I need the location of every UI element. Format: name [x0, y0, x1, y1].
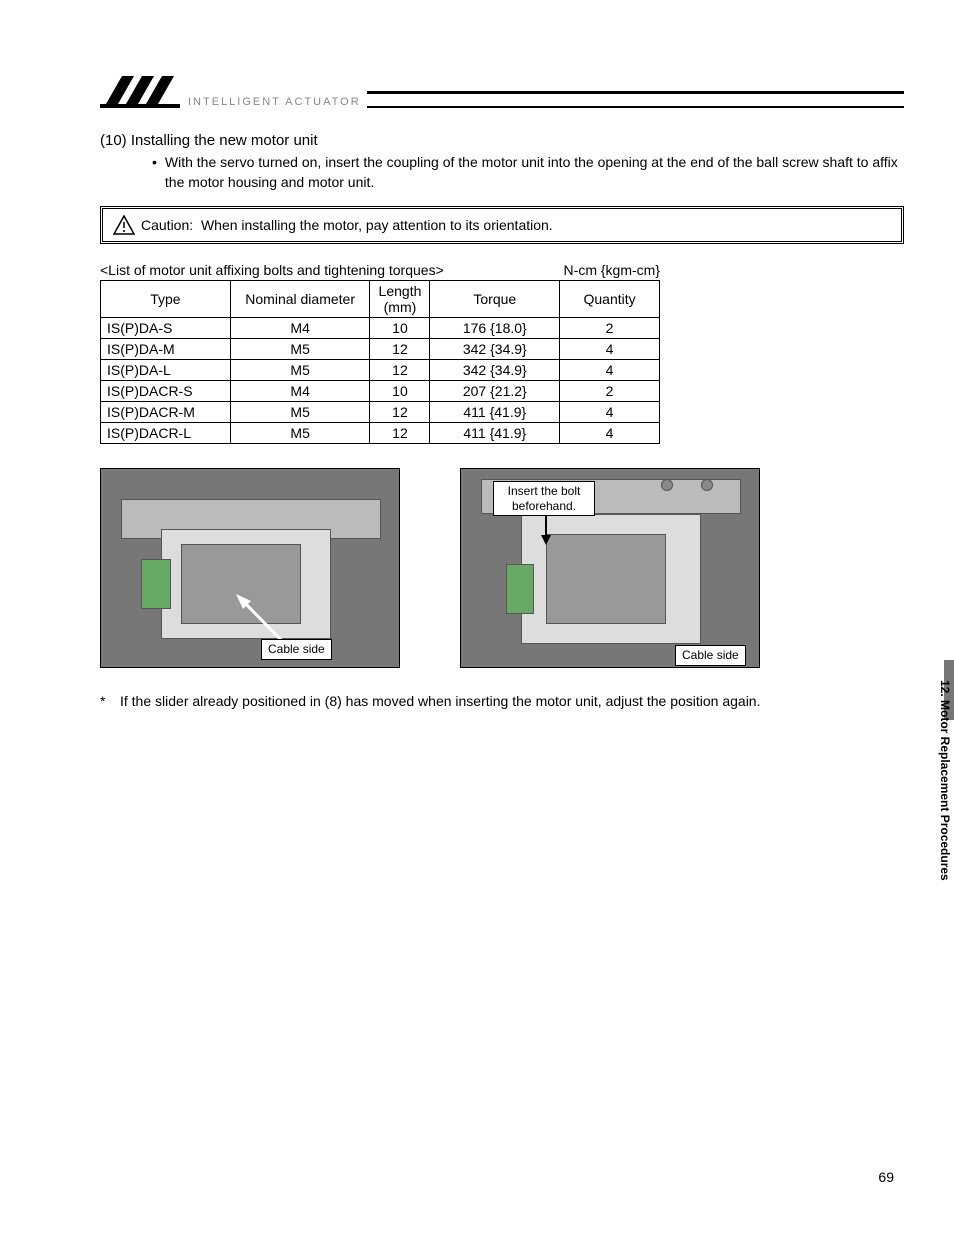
cell-type: IS(P)DA-M — [101, 339, 231, 360]
table-row: IS(P)DACR-MM512411 {41.9}4 — [101, 402, 660, 423]
table-header-row: Type Nominal diameter Length (mm) Torque… — [101, 281, 660, 318]
side-tab: 12. Motor Replacement Procedures — [928, 660, 954, 950]
callout-cable-side-left: Cable side — [261, 639, 332, 659]
table-caption: <List of motor unit affixing bolts and t… — [100, 262, 444, 278]
caution-label: Caution: — [141, 217, 193, 233]
cell-quantity: 4 — [560, 360, 660, 381]
cell-length: 12 — [370, 402, 430, 423]
caution-box: Caution: When installing the motor, pay … — [100, 206, 904, 244]
page-number: 69 — [878, 1169, 894, 1185]
cell-type: IS(P)DACR-S — [101, 381, 231, 402]
side-tab-text: 12. Motor Replacement Procedures — [938, 680, 952, 881]
cell-quantity: 4 — [560, 402, 660, 423]
col-type: Type — [101, 281, 231, 318]
table-unit: N-cm {kgm-cm} — [564, 262, 660, 278]
cell-torque: 411 {41.9} — [430, 402, 560, 423]
cell-quantity: 2 — [560, 381, 660, 402]
cell-type: IS(P)DACR-M — [101, 402, 231, 423]
col-torque: Torque — [430, 281, 560, 318]
page-header: INTELLIGENT ACTUATOR — [100, 70, 904, 110]
cell-length: 10 — [370, 381, 430, 402]
cell-nominal: M5 — [230, 360, 370, 381]
cell-torque: 176 {18.0} — [430, 318, 560, 339]
table-row: IS(P)DA-LM512342 {34.9}4 — [101, 360, 660, 381]
bullet-item: • With the servo turned on, insert the c… — [152, 153, 904, 192]
brand-text: INTELLIGENT ACTUATOR — [188, 96, 361, 110]
cell-type: IS(P)DA-S — [101, 318, 231, 339]
cell-length: 12 — [370, 360, 430, 381]
col-length: Length (mm) — [370, 281, 430, 318]
table-caption-row: <List of motor unit affixing bolts and t… — [100, 262, 660, 278]
footnote-marker: * — [100, 692, 120, 712]
table-row: IS(P)DA-SM410176 {18.0}2 — [101, 318, 660, 339]
footnote: * If the slider already positioned in (8… — [100, 692, 904, 712]
col-nominal: Nominal diameter — [230, 281, 370, 318]
cell-quantity: 2 — [560, 318, 660, 339]
header-rule — [367, 91, 904, 110]
figure-right: Insert the bolt beforehand. Cable side — [460, 468, 760, 668]
cell-nominal: M4 — [230, 381, 370, 402]
cell-quantity: 4 — [560, 339, 660, 360]
cell-type: IS(P)DACR-L — [101, 423, 231, 444]
cell-length: 10 — [370, 318, 430, 339]
brand-logo-icon — [100, 70, 180, 110]
figure-row: Cable side Insert the bolt beforehand. C… — [100, 468, 904, 668]
cell-length: 12 — [370, 423, 430, 444]
cell-nominal: M4 — [230, 318, 370, 339]
warning-icon — [113, 215, 135, 235]
cell-nominal: M5 — [230, 402, 370, 423]
cell-torque: 342 {34.9} — [430, 360, 560, 381]
col-quantity: Quantity — [560, 281, 660, 318]
cell-torque: 207 {21.2} — [430, 381, 560, 402]
figure-left: Cable side — [100, 468, 400, 668]
cell-torque: 411 {41.9} — [430, 423, 560, 444]
table-row: IS(P)DACR-LM512411 {41.9}4 — [101, 423, 660, 444]
section-title-text: Installing the new motor unit — [131, 132, 318, 149]
bolt-torque-table: Type Nominal diameter Length (mm) Torque… — [100, 280, 660, 444]
bullet-icon: • — [152, 153, 157, 192]
table-row: IS(P)DA-MM512342 {34.9}4 — [101, 339, 660, 360]
cell-nominal: M5 — [230, 339, 370, 360]
table-row: IS(P)DACR-SM410207 {21.2}2 — [101, 381, 660, 402]
bullet-text: With the servo turned on, insert the cou… — [165, 153, 904, 192]
cell-torque: 342 {34.9} — [430, 339, 560, 360]
cell-nominal: M5 — [230, 423, 370, 444]
cell-quantity: 4 — [560, 423, 660, 444]
cell-type: IS(P)DA-L — [101, 360, 231, 381]
section-number: (10) — [100, 132, 127, 149]
caution-text: When installing the motor, pay attention… — [201, 217, 553, 233]
section-heading: (10) Installing the new motor unit — [100, 132, 904, 149]
cell-length: 12 — [370, 339, 430, 360]
callout-cable-side-right: Cable side — [675, 645, 746, 665]
footnote-text: If the slider already positioned in (8) … — [120, 692, 760, 712]
